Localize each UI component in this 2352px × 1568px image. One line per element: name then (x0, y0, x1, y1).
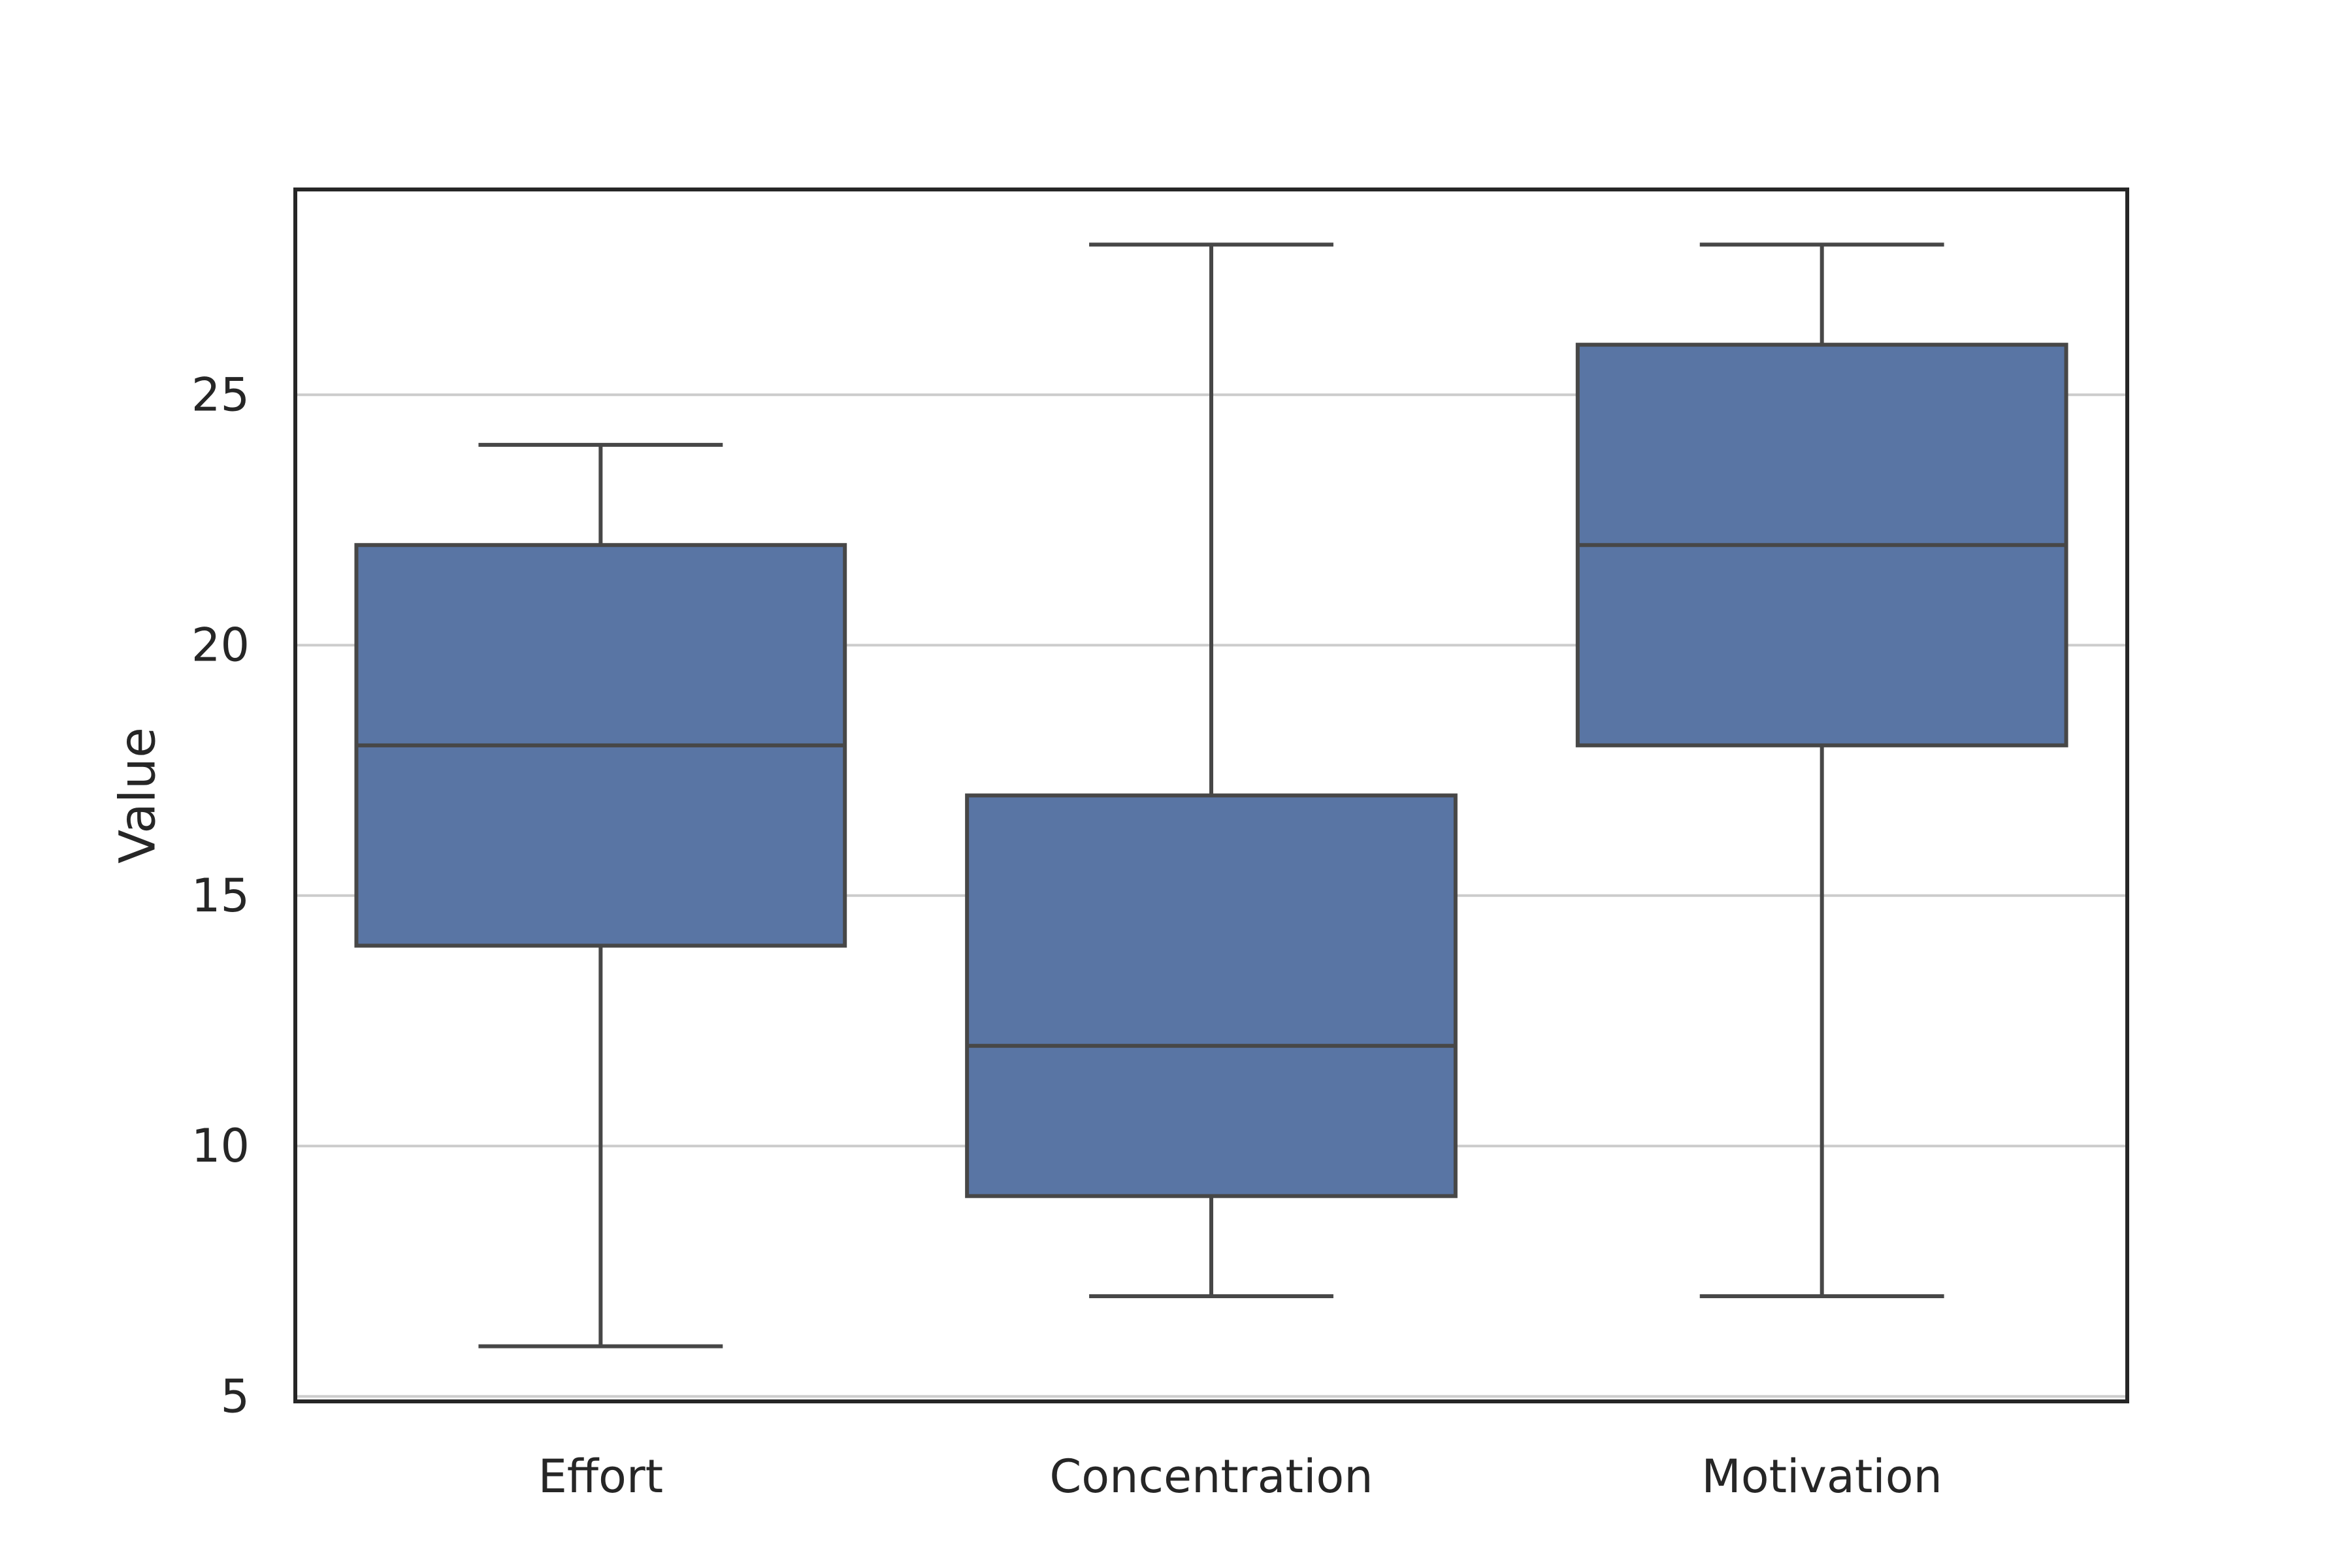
x-tick-label: Motivation (1701, 1450, 1942, 1503)
boxes (354, 242, 2068, 1348)
y-tick-label: 20 (191, 619, 250, 672)
plot-frame (293, 188, 2129, 1403)
y-tick-label: 5 (220, 1369, 250, 1423)
y-tick-labels: 5 10 15 20 25 (191, 368, 250, 1423)
x-tick-label: Effort (538, 1450, 664, 1503)
box-iqr (965, 793, 1458, 1198)
box-group-motivation (1575, 242, 2068, 1299)
y-tick-label: 10 (191, 1119, 250, 1173)
y-axis-title: Value (108, 727, 167, 864)
y-tick-label: 25 (191, 368, 250, 421)
x-tick-label: Concentration (1049, 1450, 1373, 1503)
y-tick-label: 15 (191, 869, 250, 923)
box-group-concentration (965, 242, 1458, 1299)
box-group-effort (354, 442, 847, 1348)
x-tick-labels: Effort Concentration Motivation (538, 1450, 1942, 1503)
